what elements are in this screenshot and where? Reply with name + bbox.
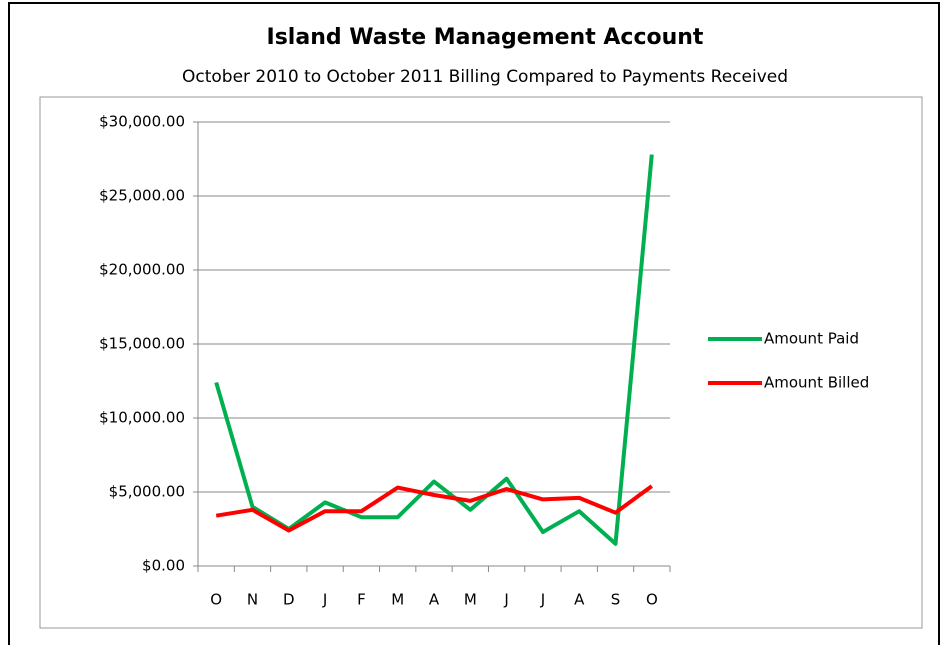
x-tick-label: J <box>322 591 327 609</box>
y-tick-label: $10,000.00 <box>99 409 185 427</box>
x-tick-label: F <box>357 591 366 609</box>
y-tick-label: $20,000.00 <box>99 261 185 279</box>
x-tick-label: J <box>540 591 545 609</box>
plot-frame <box>39 96 923 629</box>
x-tick-label: S <box>611 591 621 609</box>
y-tick-label: $0.00 <box>142 557 185 575</box>
x-tick-label: D <box>283 591 295 609</box>
legend-label: Amount Paid <box>764 330 859 348</box>
chart-subtitle: October 2010 to October 2011 Billing Com… <box>182 67 788 87</box>
chart-title: Island Waste Management Account <box>267 25 704 50</box>
series-line <box>215 484 653 533</box>
x-tick-label: A <box>574 591 585 609</box>
x-tick-label: M <box>464 591 477 609</box>
x-tick-label: M <box>391 591 404 609</box>
x-tick-label: O <box>646 591 658 609</box>
outer-frame <box>8 2 940 645</box>
series-line <box>214 154 654 546</box>
x-tick-label: A <box>429 591 440 609</box>
y-tick-label: $30,000.00 <box>99 113 185 131</box>
x-tick-label: N <box>247 591 258 609</box>
y-tick-label: $5,000.00 <box>109 483 185 501</box>
y-tick-label: $15,000.00 <box>99 335 185 353</box>
x-tick-label: J <box>503 591 508 609</box>
x-tick-label: O <box>210 591 222 609</box>
legend-label: Amount Billed <box>764 374 869 392</box>
y-tick-label: $25,000.00 <box>99 187 185 205</box>
